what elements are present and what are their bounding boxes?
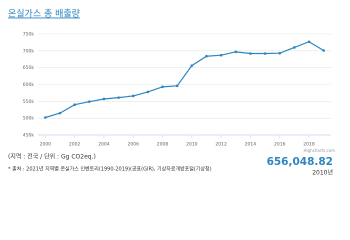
y-tick-label: 700k (23, 48, 35, 54)
point (73, 103, 76, 106)
x-tick-label: 2004 (98, 142, 110, 148)
highlight-value: 656,048.82 (267, 156, 333, 168)
point (249, 52, 252, 55)
point (307, 40, 311, 44)
credits: Highcharts.com (304, 148, 336, 153)
unit-note: (지역 : 전국 / 단위 : Gg CO2eq.) (8, 153, 96, 161)
point (102, 97, 106, 101)
chart: 온실가스 총 배출량 Highcharts.com (지역 : 전국 / 단위 … (8, 8, 336, 177)
source-note: * 출처 : 2021년 지역별 온실가스 인벤토리(1990-2019)(공표… (8, 166, 212, 173)
y-tick-label: 550k (23, 99, 35, 105)
point (190, 64, 194, 67)
y-tick-label: 500k (23, 116, 35, 122)
point (161, 85, 164, 89)
point (44, 116, 47, 119)
x-tick-label: 2000 (40, 142, 52, 148)
y-tick-label: 450k (23, 133, 35, 139)
point (293, 46, 296, 49)
point (205, 54, 208, 58)
y-tick-label: 750k (23, 32, 35, 38)
point (234, 50, 238, 54)
x-tick-label: 2010 (186, 142, 198, 148)
point (219, 53, 223, 57)
point (58, 111, 62, 115)
point (87, 100, 91, 103)
y-tick-label: 600k (23, 82, 35, 88)
point (131, 94, 135, 98)
point (263, 52, 267, 55)
x-tick-label: 2014 (245, 142, 257, 148)
x-tick-label: 2018 (303, 142, 315, 148)
chart-title[interactable]: 온실가스 총 배출량 (8, 8, 80, 20)
highlight-year: 2010년 (312, 169, 333, 177)
point (146, 90, 150, 94)
point (278, 51, 282, 55)
point (117, 96, 120, 99)
x-tick-label: 2012 (215, 142, 227, 148)
series-line (45, 41, 324, 119)
y-tick-label: 650k (23, 65, 35, 71)
x-tick-label: 2016 (274, 142, 286, 148)
x-tick-label: 2002 (69, 142, 81, 148)
x-tick-label: 2008 (157, 142, 169, 148)
point (322, 49, 325, 52)
point (175, 84, 179, 88)
x-tick-label: 2006 (127, 142, 139, 148)
